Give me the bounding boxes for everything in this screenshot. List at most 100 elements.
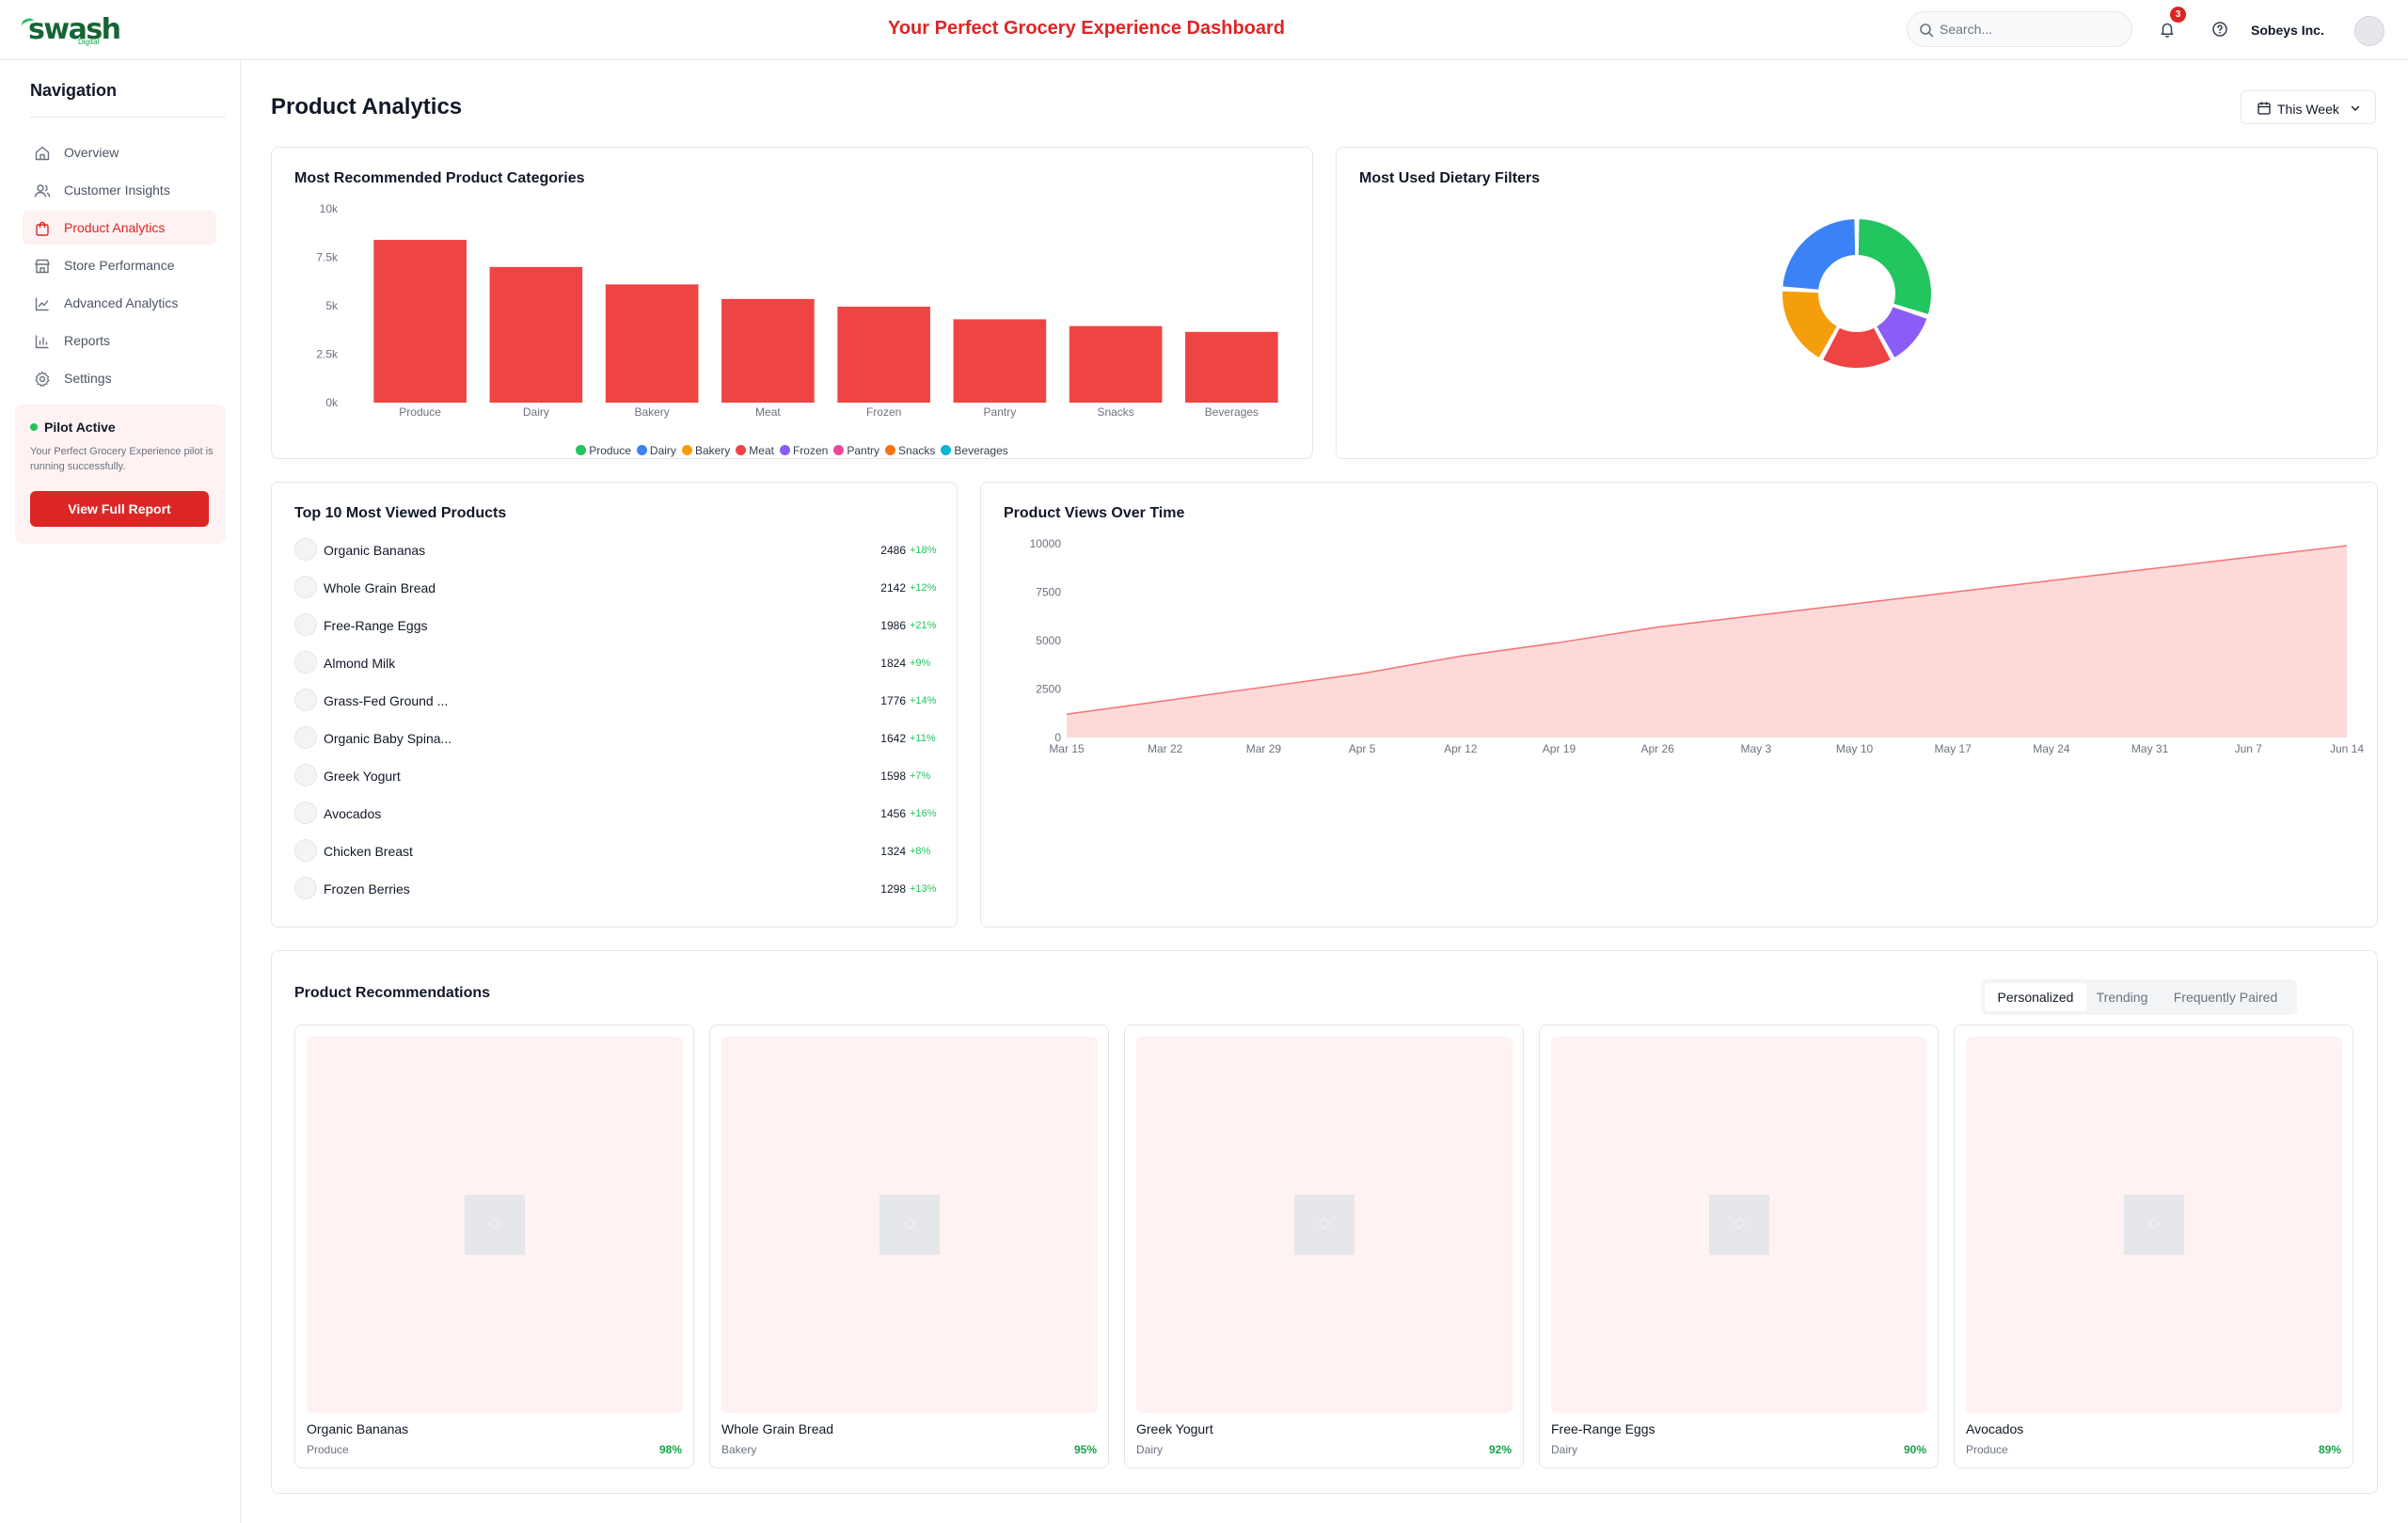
product-views: 1986 [880, 619, 906, 632]
bar [373, 239, 467, 403]
product-name: Organic Baby Spina... [324, 731, 452, 746]
legend-item[interactable]: Snacks [885, 444, 935, 457]
area-fill [1067, 546, 2347, 738]
product-image: ◇ [307, 1037, 683, 1413]
legend-dot [681, 445, 692, 455]
tab-personalized[interactable]: Personalized [1985, 983, 2086, 1011]
recommendation-card[interactable]: ◇ Free-Range Eggs Dairy 90% [1539, 1024, 1939, 1468]
list-item[interactable]: Free-Range Eggs 1986 +21% [294, 611, 937, 639]
notification-badge: 3 [2170, 7, 2186, 23]
sidebar-item-label: Store Performance [64, 258, 175, 273]
y-tick-label: 2500 [1036, 683, 1061, 696]
legend-item[interactable]: Pantry [833, 444, 879, 457]
product-change: +13% [910, 883, 937, 895]
image-placeholder-icon: ◇ [465, 1195, 525, 1255]
product-name: Organic Bananas [324, 543, 426, 558]
card-title: Most Used Dietary Filters [1359, 170, 1541, 186]
donut-slice [1781, 216, 1858, 292]
logo-text: swash [28, 13, 121, 46]
legend-item[interactable]: Dairy [636, 444, 676, 457]
search-input[interactable] [1940, 12, 2124, 46]
product-change: +12% [910, 582, 937, 594]
list-item[interactable]: Chicken Breast 1324 +8% [294, 836, 934, 865]
bar [1185, 331, 1278, 403]
list-item[interactable]: Avocados 1456 +16% [294, 799, 936, 827]
list-item[interactable]: Organic Bananas 2486 +18% [294, 535, 936, 563]
list-item[interactable]: Almond Milk 1824 +9% [294, 648, 934, 676]
product-thumbnail [294, 538, 317, 561]
legend-label: Bakery [694, 444, 731, 457]
legend-item[interactable]: Frozen [779, 444, 829, 457]
top-header: swash Digital Your Perfect Grocery Exper… [0, 0, 2408, 60]
series-line [1066, 545, 2348, 716]
bar [1069, 325, 1163, 403]
card-title: Top 10 Most Viewed Products [294, 505, 507, 521]
sidebar-item-store-performance[interactable]: Store Performance [23, 248, 216, 282]
tab-trending[interactable]: Trending [2096, 990, 2148, 1005]
tab-frequently-paired[interactable]: Frequently Paired [2173, 990, 2278, 1005]
product-name: Whole Grain Bread [324, 580, 436, 595]
sidebar-item-reports[interactable]: Reports [23, 324, 216, 357]
x-tick-label: May 10 [1836, 742, 1874, 755]
x-tick-label: Frozen [866, 405, 901, 419]
list-item[interactable]: Frozen Berries 1298 +13% [294, 874, 937, 902]
product-views: 1776 [880, 694, 906, 707]
logo-subtext: Digital [78, 38, 100, 46]
list-item[interactable]: Organic Baby Spina... 1642 +11% [294, 723, 936, 752]
notifications-button[interactable] [2154, 16, 2180, 42]
sidebar-item-customer-insights[interactable]: Customer Insights [23, 173, 216, 207]
categories-chart-card: Most Recommended Product Categories 0k 2.… [271, 147, 1313, 459]
x-tick-label: Mar 15 [1049, 742, 1085, 755]
product-views: 1298 [880, 882, 906, 896]
product-category: Dairy [1551, 1443, 1578, 1456]
list-item[interactable]: Grass-Fed Ground ... 1776 +14% [294, 686, 936, 714]
image-placeholder-icon: ◇ [2124, 1195, 2184, 1255]
y-tick-label: 5k [325, 299, 339, 312]
sidebar-item-overview[interactable]: Overview [23, 135, 216, 169]
view-full-report-button[interactable]: View Full Report [30, 491, 209, 527]
sidebar-item-label: Reports [64, 333, 111, 348]
sidebar-item-advanced-analytics[interactable]: Advanced Analytics [23, 286, 216, 320]
recommendation-card[interactable]: ◇ Organic Bananas Produce 98% [294, 1024, 694, 1468]
y-tick-label: 2.5k [316, 348, 339, 361]
x-tick-label: Mar 29 [1246, 742, 1282, 755]
product-image: ◇ [1551, 1037, 1927, 1413]
page-title: Product Analytics [271, 94, 463, 119]
search-box[interactable] [1907, 11, 2132, 47]
y-tick-label: 10000 [1030, 537, 1062, 550]
period-selector[interactable]: This Week [2241, 90, 2376, 124]
sidebar-item-label: Overview [64, 145, 119, 160]
bar [721, 298, 815, 403]
sidebar-item-settings[interactable]: Settings [23, 361, 216, 395]
recommendations-card: Product Recommendations Personalized Tre… [271, 950, 2378, 1494]
product-thumbnail [294, 651, 317, 674]
dietary-filters-card: Most Used Dietary Filters [1336, 147, 2378, 459]
sidebar-item-product-analytics[interactable]: Product Analytics [23, 211, 216, 245]
recommendation-card[interactable]: ◇ Greek Yogurt Dairy 92% [1124, 1024, 1524, 1468]
legend-item[interactable]: Bakery [681, 444, 731, 457]
recommendation-card[interactable]: ◇ Avocados Produce 89% [1954, 1024, 2353, 1468]
user-avatar[interactable] [2354, 16, 2384, 46]
list-item[interactable]: Whole Grain Bread 2142 +12% [294, 573, 937, 601]
product-views: 1324 [880, 845, 906, 858]
categories-bar-chart: 0k 2.5k 5k 7.5k 10k Produce Dairy Bakery Meat Fro… [316, 202, 1278, 419]
legend-item[interactable]: Beverages [941, 444, 1008, 457]
help-button[interactable] [2207, 16, 2233, 42]
match-score: 90% [1903, 1443, 1926, 1456]
help-circle-icon [2212, 22, 2227, 37]
list-item[interactable]: Greek Yogurt 1598 +7% [294, 761, 934, 789]
legend-dot [885, 445, 896, 455]
product-thumbnail [294, 877, 317, 899]
legend-item[interactable]: Meat [736, 444, 774, 457]
sidebar-item-label: Advanced Analytics [64, 295, 179, 310]
sidebar-item-label: Settings [64, 371, 112, 386]
legend-dot [636, 445, 647, 455]
legend-label: Frozen [792, 444, 829, 457]
product-change: +21% [910, 620, 937, 631]
x-tick-label: May 31 [2131, 742, 2169, 755]
dietary-filters-donut-chart [1781, 216, 1933, 370]
recommendation-card[interactable]: ◇ Whole Grain Bread Bakery 95% [709, 1024, 1109, 1468]
legend-item[interactable]: Produce [576, 444, 631, 457]
swash-logo[interactable]: swash Digital [20, 13, 121, 51]
product-thumbnail [294, 613, 317, 636]
